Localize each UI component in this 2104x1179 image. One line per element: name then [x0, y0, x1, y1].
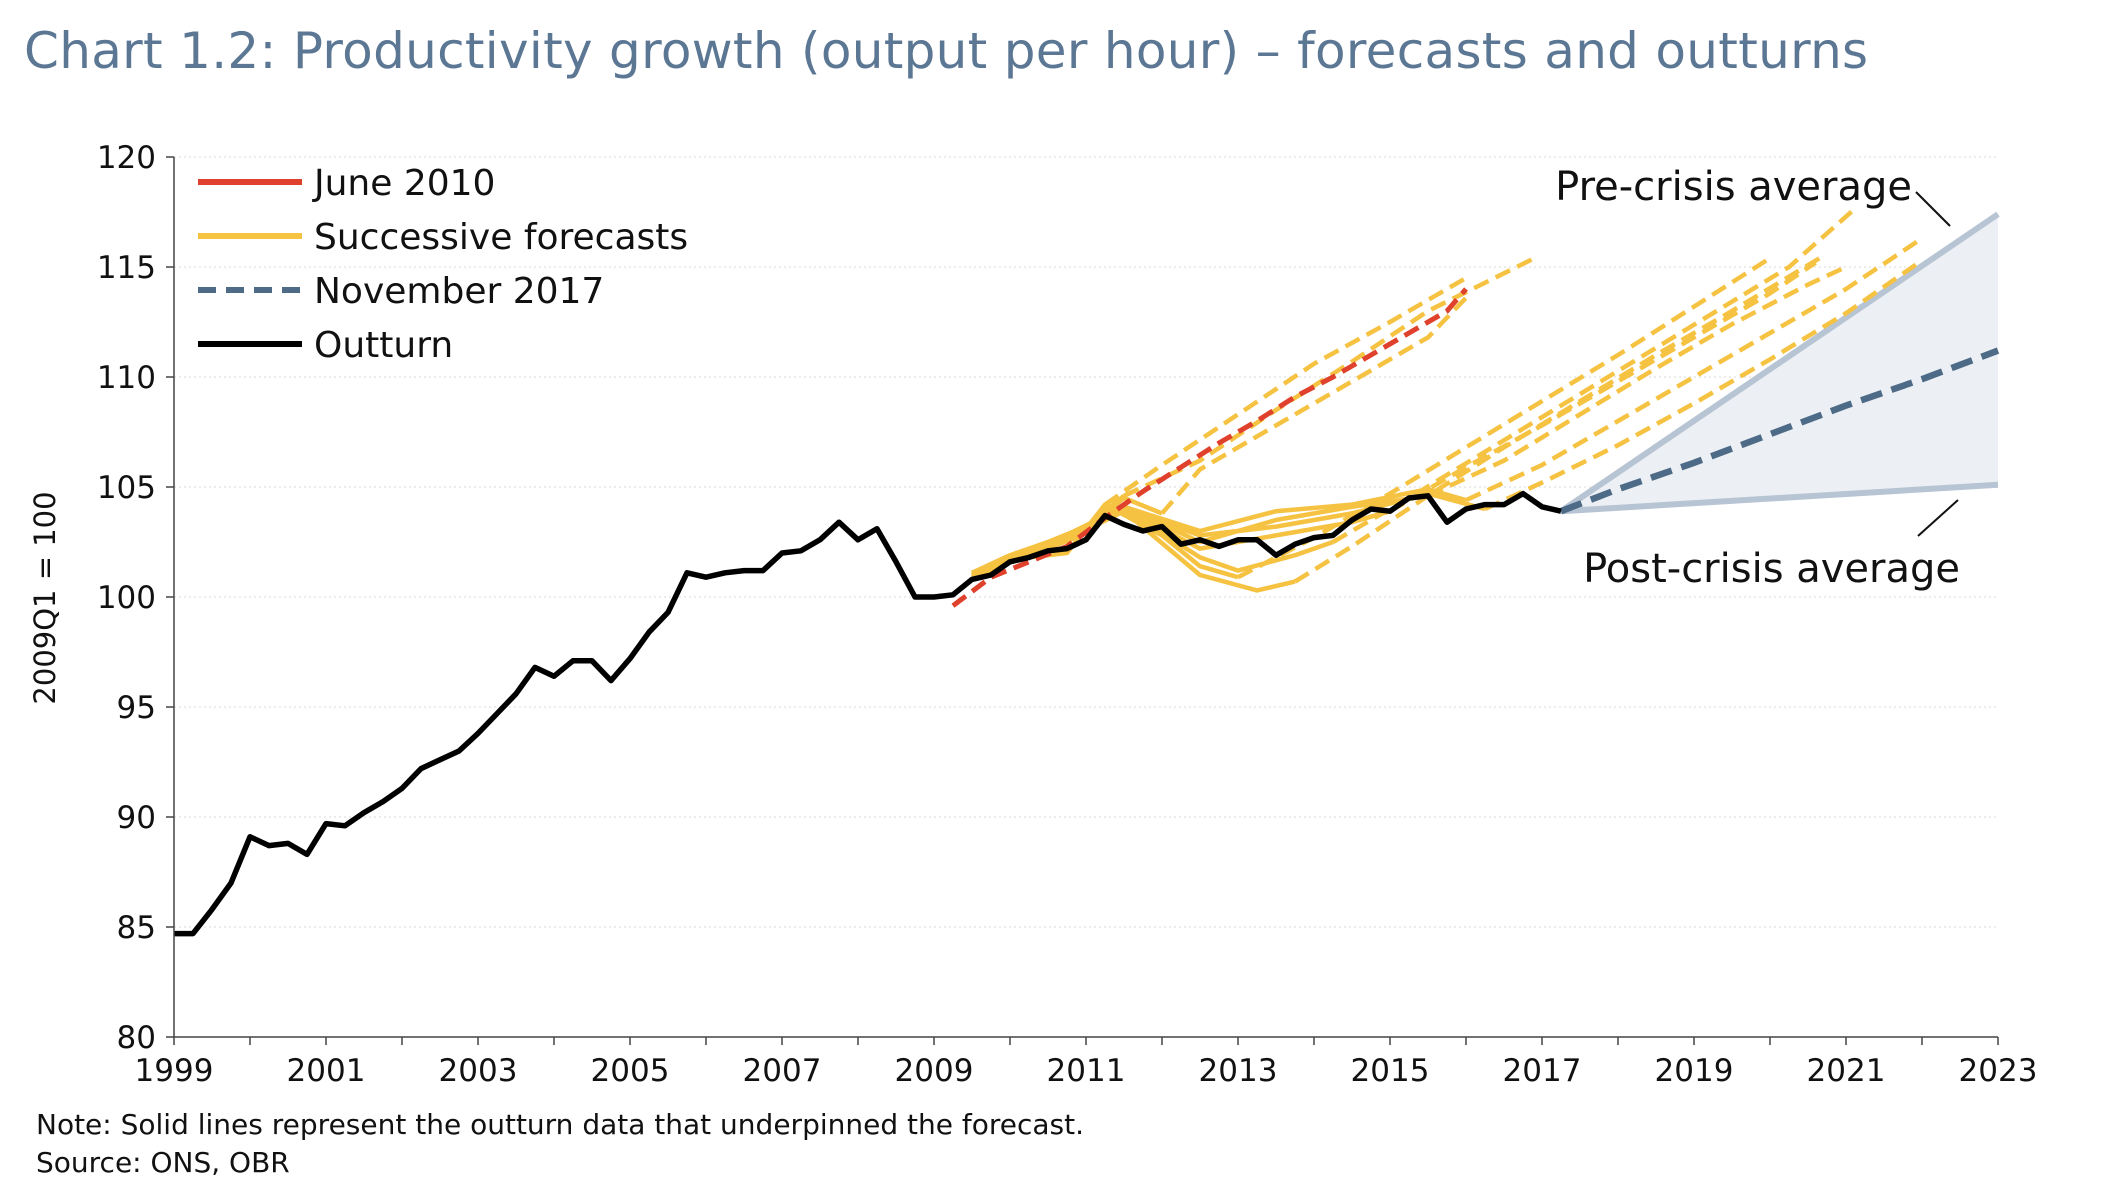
- pre-crisis-pointer: [1915, 191, 1951, 227]
- y-tick-label: 80: [117, 1020, 156, 1056]
- y-tick-label: 95: [117, 690, 156, 726]
- legend: June 2010 Successive forecasts November 20…: [198, 163, 688, 366]
- note-text: Note: Solid lines represent the outturn …: [36, 1108, 1084, 1141]
- successive-forecast-dashed-line: [1236, 256, 1772, 580]
- x-tick-label: 2015: [1351, 1053, 1430, 1089]
- legend-label: Outturn: [314, 325, 453, 366]
- y-tick-label: 85: [117, 910, 156, 946]
- legend-label: November 2017: [314, 271, 604, 312]
- legend-label: Successive forecasts: [314, 217, 688, 258]
- pre-crisis-average-line: [1559, 211, 2000, 514]
- x-tick-label: 2009: [895, 1053, 974, 1089]
- pre-crisis-average-label: Pre-crisis average: [1555, 164, 1912, 210]
- x-tick-label: 2021: [1807, 1053, 1886, 1089]
- y-tick-label: 110: [97, 360, 156, 396]
- axes: 80 85 90 95 100 105 110 115 120 1999 2001 2003 2005 2…: [97, 140, 2038, 1089]
- y-tick-label: 115: [97, 250, 156, 286]
- november-2017-forecast-line: [1559, 347, 2000, 515]
- june-2010-forecast-line: [951, 287, 1468, 608]
- successive-forecast-dashed-line: [1160, 296, 1468, 515]
- y-axis-label: 2009Q1 = 100: [28, 491, 62, 704]
- x-tick-label: 2023: [1959, 1053, 2038, 1089]
- x-tick-label: 2005: [591, 1053, 670, 1089]
- annotations: Pre-crisis average Post-crisis average: [1555, 164, 1960, 592]
- successive-forecast-dashed-line: [1465, 236, 1924, 503]
- successive-forecast-dashed-line: [1484, 258, 1924, 512]
- post-crisis-average-label: Post-crisis average: [1583, 546, 1960, 592]
- post-crisis-pointer: [1917, 499, 1959, 537]
- chart-title: Chart 1.2: Productivity growth (output p…: [24, 22, 1869, 80]
- successive-forecast-outturn-line: [971, 491, 1486, 575]
- average-band: [1559, 211, 2000, 515]
- y-tick-label: 120: [97, 140, 156, 176]
- successive-forecast-dashed-line: [1388, 260, 1817, 514]
- x-tick-label: 2013: [1199, 1053, 1278, 1089]
- x-tick-label: 2017: [1503, 1053, 1582, 1089]
- x-tick-label: 2003: [439, 1053, 518, 1089]
- x-tick-label: 2011: [1047, 1053, 1126, 1089]
- source-text: Source: ONS, OBR: [36, 1146, 290, 1179]
- x-tick-label: 2019: [1655, 1053, 1734, 1089]
- legend-label: June 2010: [312, 163, 495, 204]
- y-tick-label: 105: [97, 470, 156, 506]
- successive-forecast-dashed-line: [1123, 256, 1536, 498]
- main-series: [174, 287, 2000, 937]
- outturn-line: [174, 490, 1562, 937]
- x-tick-label: 1999: [135, 1053, 214, 1089]
- x-tick-label: 2001: [287, 1053, 366, 1089]
- successive-forecast-dashed-line: [1103, 276, 1468, 507]
- x-tick-label: 2007: [743, 1053, 822, 1089]
- post-crisis-average-line: [1560, 481, 1999, 515]
- y-tick-label: 100: [97, 580, 156, 616]
- y-tick-label: 90: [117, 800, 156, 836]
- successive-forecast-dashed-line: [1427, 264, 1847, 498]
